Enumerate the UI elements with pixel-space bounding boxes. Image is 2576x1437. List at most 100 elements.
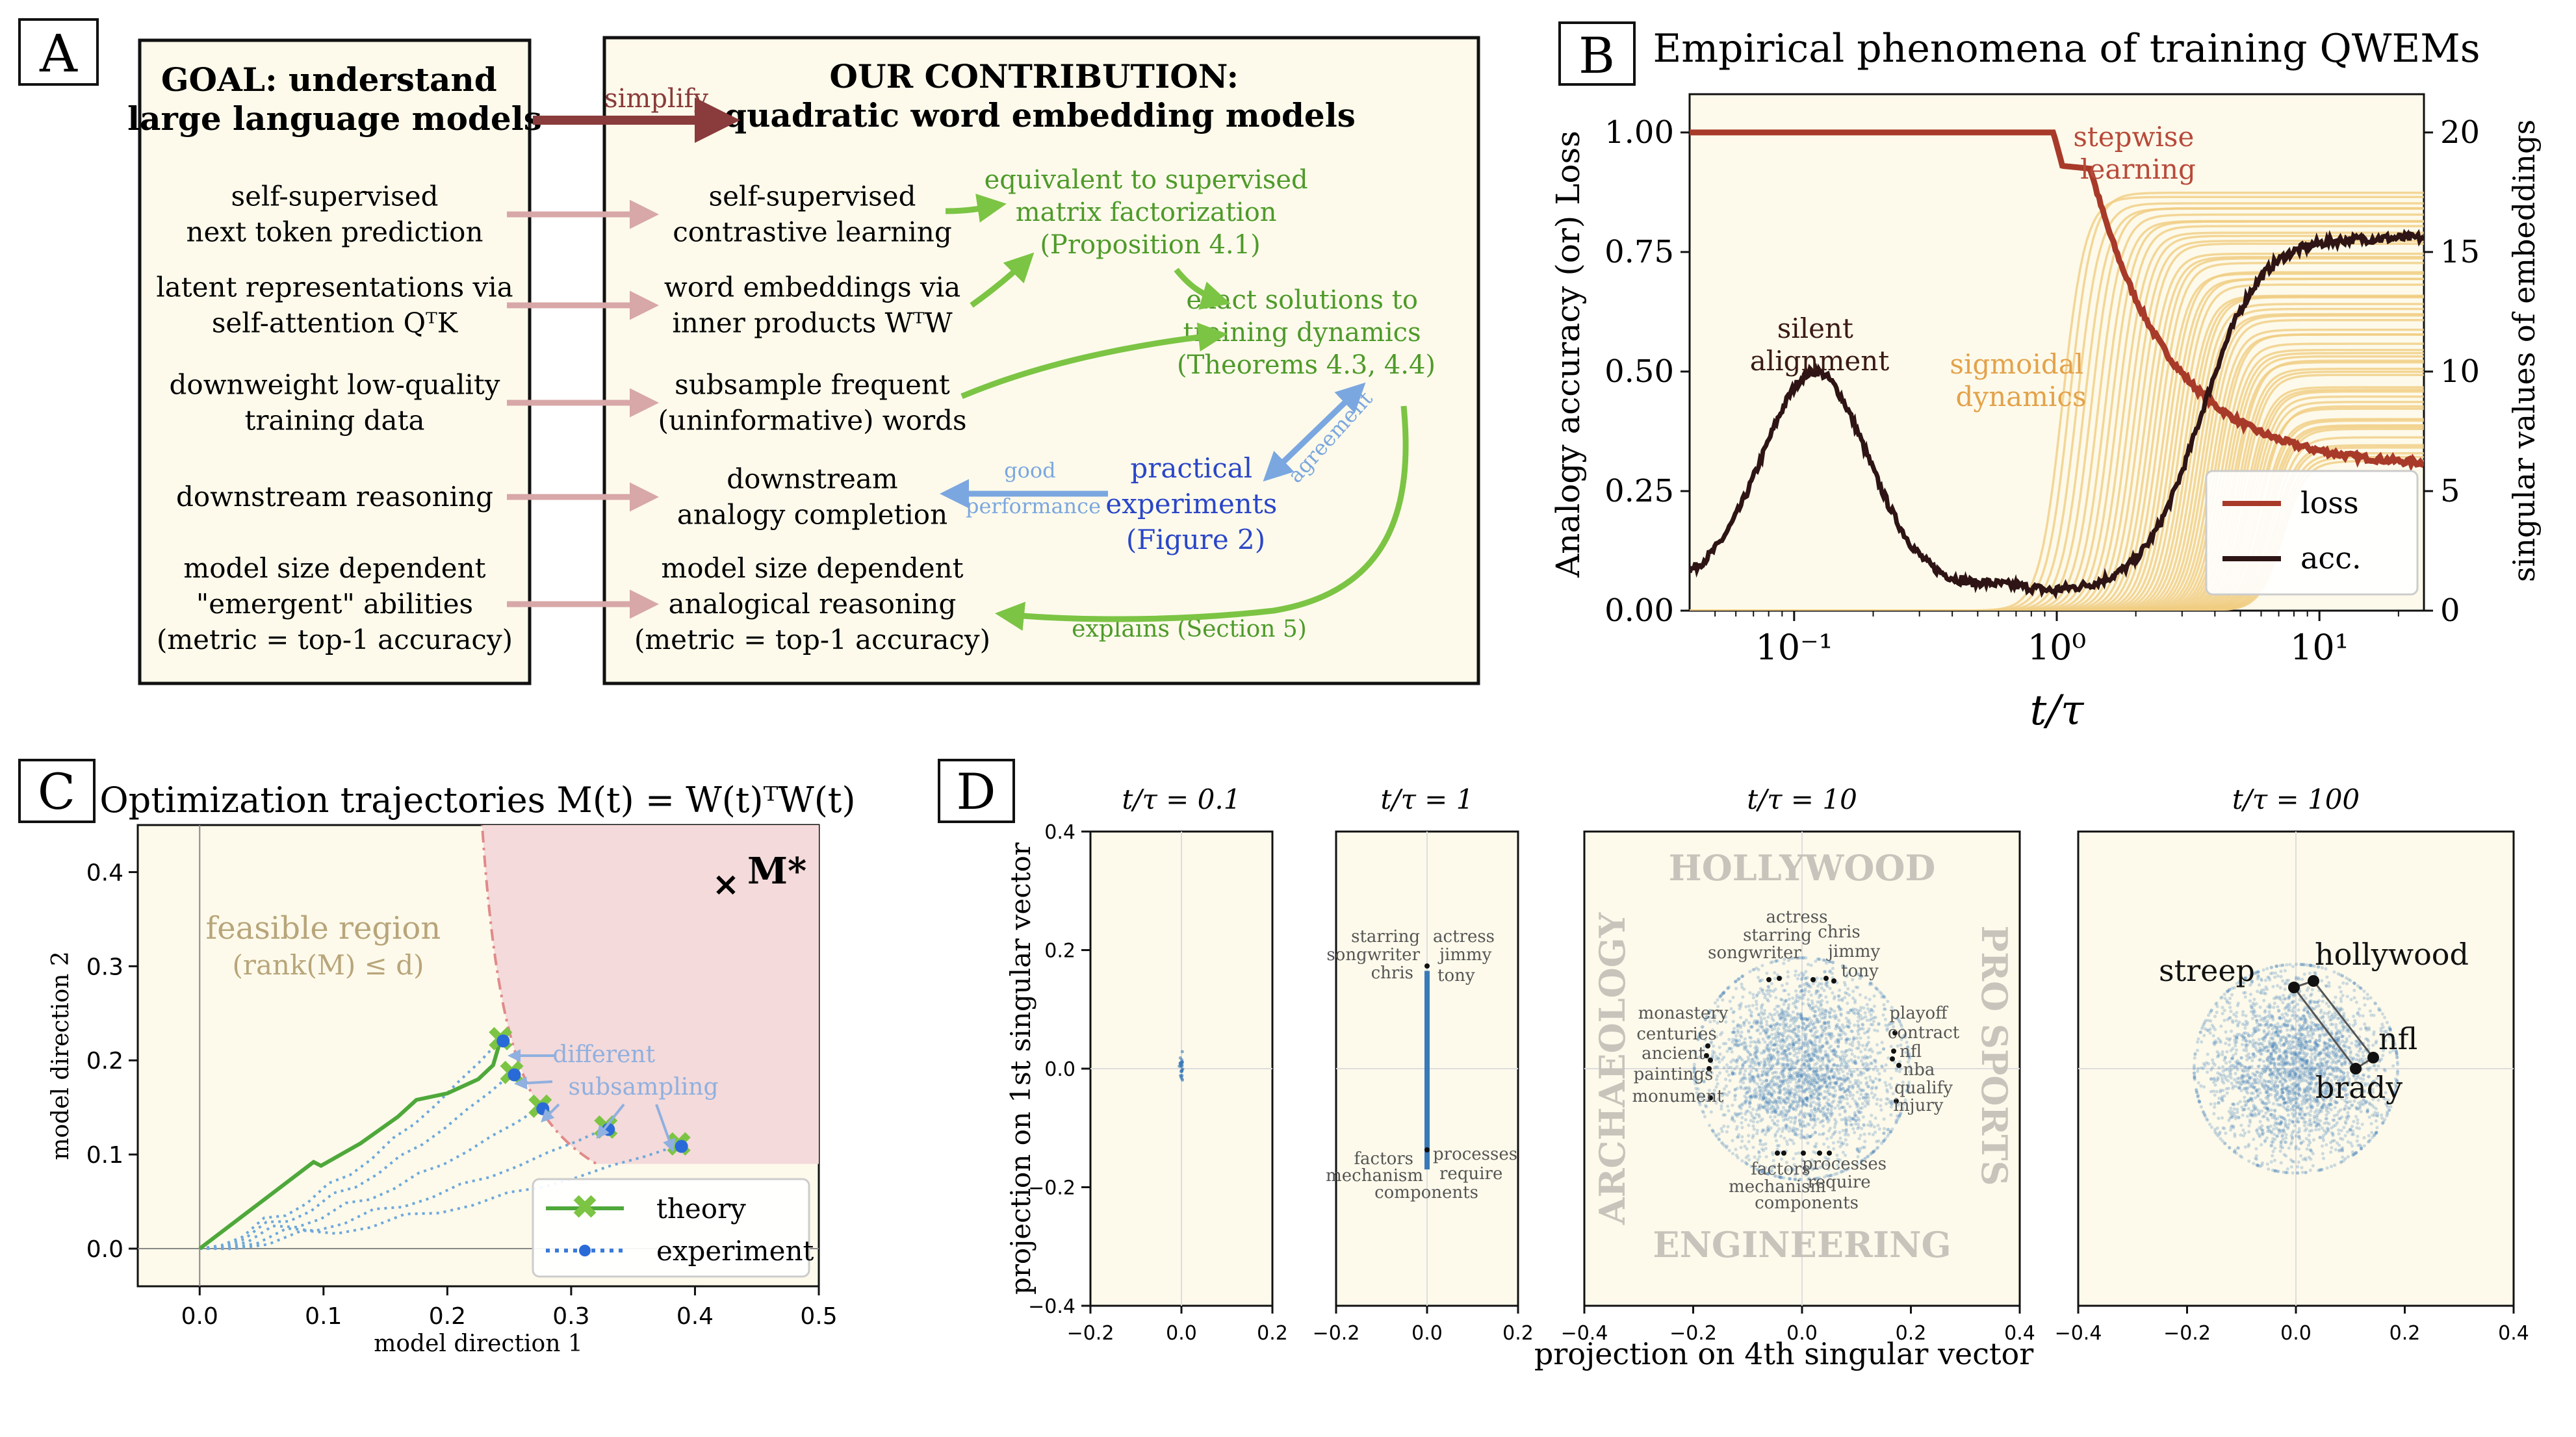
scatter-point xyxy=(1785,1124,1789,1128)
scatter-point xyxy=(1781,1106,1786,1110)
scatter-point xyxy=(1762,1029,1766,1033)
scatter-point xyxy=(2380,1023,2384,1026)
scatter-point xyxy=(2198,1100,2202,1104)
scatter-point xyxy=(1805,982,1809,986)
scatter-point xyxy=(1859,1147,1862,1151)
scatter-point xyxy=(1788,1091,1792,1095)
scatter-point xyxy=(2344,1060,2348,1063)
scatter-point xyxy=(1803,1043,1807,1048)
scatter-point xyxy=(1778,1085,1782,1089)
scatter-point xyxy=(1875,1102,1879,1106)
singular-value-curve xyxy=(1690,418,2424,611)
scatter-point xyxy=(1777,1091,1781,1095)
scatter-point xyxy=(1740,1135,1744,1139)
scatter-point xyxy=(1890,1006,1894,1010)
scatter-point xyxy=(1752,1077,1756,1081)
scatter-point xyxy=(1754,1087,1758,1091)
scatter-point xyxy=(2306,1047,2310,1051)
scatter-point xyxy=(2226,989,2230,993)
scatter-point xyxy=(1742,1087,1746,1091)
scatter-point xyxy=(1768,1054,1773,1058)
scatter-point xyxy=(1827,1025,1831,1030)
scatter-point xyxy=(1829,1085,1833,1089)
scatter-point xyxy=(1762,1063,1766,1067)
scatter-point xyxy=(1718,1060,1721,1064)
scatter-point xyxy=(2308,1117,2312,1121)
scatter-point xyxy=(1813,1063,1817,1067)
scatter-point xyxy=(1736,977,1740,981)
scatter-point xyxy=(2286,1167,2289,1171)
scatter-point xyxy=(1802,1041,1806,1045)
scatter-point xyxy=(1844,1038,1848,1042)
scatter-point xyxy=(1803,987,1807,991)
scatter-point xyxy=(2247,1130,2251,1134)
scatter-point xyxy=(1752,967,1756,971)
scatter-point xyxy=(1813,1087,1817,1091)
scatter-point xyxy=(1748,1078,1752,1082)
scatter-point xyxy=(1803,1037,1808,1041)
scatter-point xyxy=(1751,1061,1755,1065)
scatter-point xyxy=(1826,1120,1830,1124)
scatter-point xyxy=(1743,1094,1747,1098)
ytick-left-label: 1.00 xyxy=(1604,114,1674,151)
scatter-point xyxy=(1757,968,1760,972)
scatter-point xyxy=(1731,1040,1734,1044)
scatter-point xyxy=(1749,1164,1753,1168)
scatter-point xyxy=(1768,1115,1772,1119)
scatter-point xyxy=(2279,974,2283,978)
scatter-point xyxy=(1764,1072,1768,1076)
scatter-point xyxy=(1768,1090,1771,1094)
xtick-label: 0.3 xyxy=(552,1303,589,1330)
scatter-point xyxy=(1753,1094,1757,1098)
scatter-point xyxy=(1770,1017,1774,1021)
scatter-point xyxy=(1808,1028,1812,1032)
scatter-point xyxy=(1784,1090,1788,1094)
scatter-point xyxy=(1843,1059,1847,1063)
scatter-point xyxy=(1799,1045,1803,1049)
singular-value-curve xyxy=(1690,303,2424,611)
scatter-point xyxy=(1823,1013,1827,1017)
ytick-right-label: 20 xyxy=(2440,114,2480,151)
scatter-point xyxy=(1889,1105,1893,1109)
scatter-point xyxy=(1815,1056,1819,1060)
scatter-point xyxy=(1769,1080,1773,1084)
scatter-point xyxy=(1875,1139,1879,1143)
scatter-point xyxy=(1812,1166,1816,1171)
scatter-point xyxy=(1864,1095,1868,1100)
scatter-point xyxy=(1744,1044,1749,1048)
scatter-point xyxy=(1770,1055,1773,1059)
scatter-point xyxy=(1786,1007,1790,1011)
scatter-point xyxy=(1819,993,1823,997)
scatter-point xyxy=(2221,1069,2225,1073)
scatter-point xyxy=(1758,1095,1762,1099)
scatter-point xyxy=(1755,966,1758,970)
scatter-point xyxy=(1755,1019,1760,1023)
scatter-point xyxy=(1859,1017,1863,1021)
scatter-point xyxy=(1842,980,1846,985)
scatter-point xyxy=(2258,1052,2263,1056)
scatter-point xyxy=(1813,1176,1817,1180)
scatter-point xyxy=(2314,1124,2318,1128)
scatter-point xyxy=(1810,1057,1814,1061)
scatter-point xyxy=(1764,1147,1768,1151)
scatter-point xyxy=(1780,1056,1784,1061)
scatter-point xyxy=(1807,1040,1810,1044)
scatter-point xyxy=(2273,1117,2278,1121)
scatter-point xyxy=(1729,1065,1733,1069)
scatter-2 xyxy=(1424,963,1430,1170)
scatter-point xyxy=(1792,1044,1796,1048)
scatter-point xyxy=(1747,1139,1751,1143)
scatter-point xyxy=(1776,1083,1780,1087)
scatter-point xyxy=(1794,1108,1798,1112)
scatter-point xyxy=(1773,971,1777,974)
scatter-point xyxy=(1784,1127,1788,1131)
sigmoidal-dynamics-label: sigmoidal dynamics xyxy=(1950,348,2092,413)
scatter-point xyxy=(1806,1042,1810,1046)
scatter-point xyxy=(1872,1067,1875,1071)
scatter-point xyxy=(1768,1059,1772,1063)
scatter-point xyxy=(1789,1045,1794,1049)
scatter-point xyxy=(1796,1013,1799,1017)
scatter-point xyxy=(1748,991,1752,995)
scatter-point xyxy=(1818,1059,1822,1063)
scatter-point xyxy=(1740,1042,1744,1046)
